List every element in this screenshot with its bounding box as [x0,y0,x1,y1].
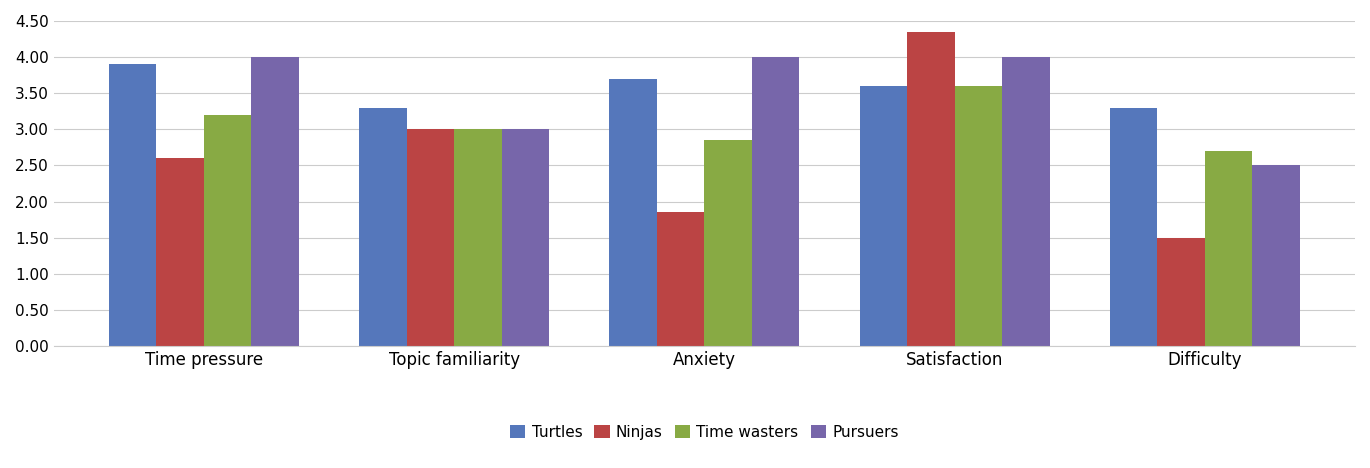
Bar [656,212,704,346]
Bar [1003,57,1049,346]
Bar [252,57,299,346]
Bar [453,129,501,346]
Bar [1252,166,1300,346]
Bar [407,129,453,346]
Bar [859,86,907,346]
Bar [1204,151,1252,346]
Bar [610,79,656,346]
Bar [907,32,955,346]
Bar [359,108,407,346]
Bar [108,64,156,346]
Bar [704,140,752,346]
Bar [501,129,549,346]
Bar [752,57,800,346]
Bar [204,115,252,346]
Bar [955,86,1003,346]
Bar [1158,238,1204,346]
Bar [156,158,204,346]
Legend: Turtles, Ninjas, Time wasters, Pursuers: Turtles, Ninjas, Time wasters, Pursuers [504,419,904,446]
Bar [1110,108,1158,346]
